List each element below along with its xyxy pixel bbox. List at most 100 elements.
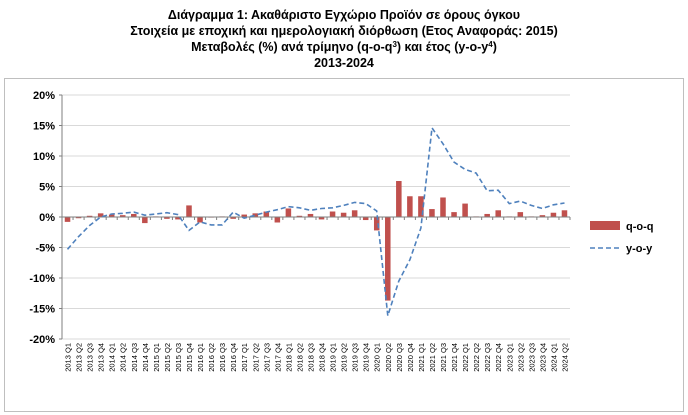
x-tick-label-34: 2021 Q3 [439, 343, 448, 372]
bar-qoq-10 [175, 217, 181, 220]
x-tick-label-2: 2013 Q3 [86, 343, 95, 372]
title-line-3-part-a: Μεταβολές (%) ανά τρίμηνο (q-o-q [191, 40, 393, 54]
x-tick-label-7: 2014 Q4 [141, 343, 150, 372]
x-tick-label-0: 2013 Q1 [64, 343, 73, 372]
y-tick-label-6: 10% [33, 151, 55, 163]
bar-qoq-41 [517, 212, 524, 217]
chart-title-line-2: Στοιχεία με εποχική και ημερολογιακή διό… [130, 24, 558, 38]
x-tick-label-26: 2019 Q3 [351, 343, 360, 372]
bar-qoq-18 [263, 211, 270, 217]
bar-qoq-23 [318, 217, 325, 220]
x-tick-label-36: 2022 Q1 [461, 343, 470, 372]
x-tick-label-24: 2019 Q1 [329, 343, 338, 372]
x-tick-label-33: 2021 Q2 [428, 343, 437, 372]
x-tick-label-28: 2020 Q1 [373, 343, 382, 372]
x-tick-label-14: 2016 Q3 [218, 343, 227, 372]
x-tick-label-4: 2014 Q1 [108, 343, 117, 372]
bar-qoq-2 [86, 215, 93, 217]
bar-qoq-29 [385, 217, 391, 301]
bar-qoq-36 [462, 203, 468, 217]
bar-qoq-22 [307, 213, 314, 217]
bar-qoq-15 [230, 217, 236, 219]
legend-label-yoy: y-o-y [626, 243, 653, 255]
bar-qoq-39 [495, 210, 501, 217]
x-tick-label-5: 2014 Q2 [119, 343, 128, 372]
bar-qoq-43 [539, 215, 546, 217]
bar-qoq-30 [396, 181, 402, 217]
footnote-3-marker: 3 [392, 40, 397, 49]
bar-qoq-27 [362, 217, 369, 221]
x-tick-label-23: 2018 Q4 [318, 343, 327, 372]
bar-qoq-12 [197, 217, 203, 223]
x-tick-label-32: 2021 Q1 [417, 343, 426, 372]
x-tick-label-41: 2023 Q2 [516, 343, 525, 372]
bar-qoq-16 [241, 214, 247, 217]
x-tick-label-22: 2018 Q3 [306, 343, 315, 372]
x-tick-label-17: 2017 Q2 [251, 343, 260, 372]
bar-qoq-0 [64, 217, 71, 222]
footnote-4-marker: 4 [488, 40, 493, 49]
x-tick-label-37: 2022 Q2 [472, 343, 481, 372]
x-tick-label-40: 2023 Q1 [505, 343, 514, 372]
x-tick-label-29: 2020 Q2 [384, 343, 393, 372]
bar-qoq-32 [418, 196, 424, 217]
x-tick-label-19: 2017 Q4 [273, 343, 282, 372]
x-tick-label-45: 2024 Q2 [560, 343, 569, 372]
bar-qoq-11 [186, 205, 192, 217]
x-tick-label-18: 2017 Q3 [262, 343, 271, 372]
chart-frame [4, 78, 684, 412]
bar-qoq-38 [484, 213, 490, 217]
bar-qoq-33 [429, 209, 435, 217]
x-tick-label-15: 2016 Q4 [229, 343, 238, 372]
bar-qoq-4 [108, 214, 115, 217]
bar-qoq-21 [296, 215, 303, 217]
bar-qoq-26 [351, 210, 358, 217]
legend-swatch-qoq [590, 221, 620, 230]
bar-qoq-24 [329, 211, 336, 217]
x-tick-label-27: 2019 Q4 [362, 343, 371, 372]
x-tick-label-35: 2021 Q4 [450, 343, 459, 372]
x-tick-label-25: 2019 Q2 [340, 343, 349, 372]
qoq-bars [64, 181, 568, 301]
x-tick-label-38: 2022 Q3 [483, 343, 492, 372]
x-tick-label-20: 2018 Q1 [284, 343, 293, 372]
x-axis-tick-labels: 2013 Q1 2013 Q2 2013 Q3 2013 Q4 2014 Q1 2014 … [64, 343, 570, 372]
bar-qoq-7 [142, 217, 148, 224]
bar-qoq-25 [340, 212, 347, 217]
legend: q-o-q y-o-y [590, 221, 653, 255]
bar-qoq-3 [97, 213, 104, 217]
title-line-3-part-c: ) [492, 40, 497, 54]
yoy-line [66, 125, 565, 317]
x-tick-label-21: 2018 Q2 [295, 343, 304, 372]
bar-qoq-20 [285, 208, 292, 217]
axes [59, 94, 571, 340]
chart-title-period: 2013-2024 [314, 56, 374, 70]
x-tick-label-6: 2014 Q3 [130, 343, 139, 372]
x-tick-label-44: 2024 Q1 [549, 343, 558, 372]
x-tick-label-11: 2015 Q4 [185, 343, 194, 372]
bar-qoq-17 [252, 213, 259, 217]
legend-label-qoq: q-o-q [626, 221, 653, 233]
x-tick-label-8: 2015 Q1 [152, 343, 161, 372]
x-tick-label-42: 2023 Q3 [527, 343, 536, 372]
chart-title-line-3: Μεταβολές (%) ανά τρίμηνο (q-o-q3) και έ… [0, 39, 688, 55]
y-tick-label-4: 0% [39, 212, 55, 224]
bar-qoq-34 [440, 197, 446, 217]
title-line-3-part-b: ) και έτος (y-o-y [396, 40, 489, 54]
x-tick-label-12: 2016 Q1 [196, 343, 205, 372]
x-tick-label-9: 2015 Q2 [163, 343, 172, 372]
y-tick-label-2: -10% [29, 273, 55, 285]
x-tick-label-30: 2020 Q3 [395, 343, 404, 372]
bar-qoq-9 [164, 217, 170, 219]
y-tick-label-3: -5% [35, 243, 55, 255]
bar-qoq-35 [451, 212, 457, 217]
x-tick-label-43: 2023 Q4 [538, 343, 547, 372]
y-tick-label-8: 20% [33, 90, 55, 102]
x-tick-label-39: 2022 Q4 [494, 343, 503, 372]
y-tick-label-1: -15% [29, 304, 55, 316]
line-yoy [66, 125, 565, 317]
bar-qoq-28 [373, 217, 380, 231]
y-axis-tick-labels: -20% -15% -10% -5% 0% 5% 10% 15% 20% [29, 90, 55, 346]
bar-qoq-5 [119, 215, 126, 217]
